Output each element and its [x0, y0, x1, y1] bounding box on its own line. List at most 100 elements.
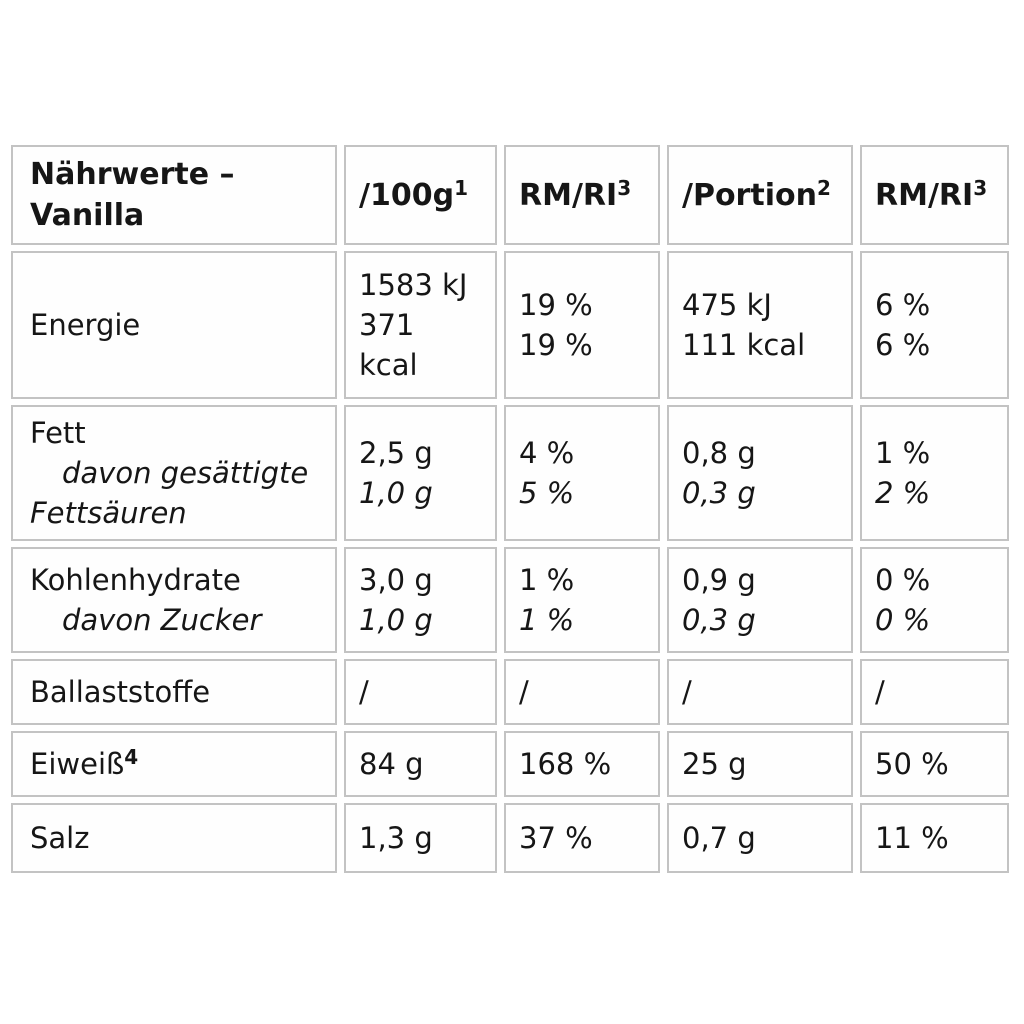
fett-rmportion: 1 % — [875, 436, 931, 470]
fett-sat-portion: 0,3 g — [682, 476, 756, 510]
table-title-line2: Vanilla — [30, 198, 145, 233]
energie-label-cell: Energie — [11, 251, 337, 399]
fett-rm100g-cell: 4 % 5 % — [504, 405, 660, 541]
eiweiss-rmportion: 50 % — [875, 747, 949, 781]
eiweiss-rm100g: 168 % — [519, 747, 612, 781]
row-ballaststoffe: Ballaststoffe / / / / — [11, 659, 1009, 725]
header-title-cell: Nährwerte – Vanilla — [11, 145, 337, 245]
footnote-marker-2: 2 — [816, 175, 831, 200]
header-rmportion-cell: RM/RI3 — [860, 145, 1009, 245]
fett-sublabel-line1: davon gesättigte — [62, 456, 309, 490]
kohlenhydrate-label-cell: Kohlenhydrate davon Zucker — [11, 547, 337, 653]
fett-per100g-cell: 2,5 g 1,0 g — [344, 405, 497, 541]
energie-portion-kcal: 111 kcal — [682, 328, 806, 362]
ballaststoffe-per100g-cell: / — [344, 659, 497, 725]
fett-portion: 0,8 g — [682, 436, 756, 470]
row-eiweiss: Eiweiß4 84 g 168 % 25 g 50 % — [11, 731, 1009, 797]
salz-rmportion: 11 % — [875, 821, 949, 855]
fett-sat-rmportion: 2 % — [875, 476, 931, 510]
salz-label: Salz — [30, 821, 90, 855]
ballaststoffe-portion-cell: / — [667, 659, 853, 725]
kohlenhydrate-rm100g-cell: 1 % 1 % — [504, 547, 660, 653]
salz-portion-cell: 0,7 g — [667, 803, 853, 873]
eiweiss-rm100g-cell: 168 % — [504, 731, 660, 797]
footnote-marker-3: 3 — [617, 175, 632, 200]
footnote-marker-3b: 3 — [973, 175, 988, 200]
header-row: Nährwerte – Vanilla /100g1 RM/RI3 /Porti… — [11, 145, 1009, 245]
salz-per100g: 1,3 g — [359, 821, 433, 855]
kohlenhydrate-per100g: 3,0 g — [359, 563, 433, 597]
salz-rm100g: 37 % — [519, 821, 593, 855]
eiweiss-portion-cell: 25 g — [667, 731, 853, 797]
eiweiss-label-cell: Eiweiß4 — [11, 731, 337, 797]
ballaststoffe-portion: / — [682, 675, 692, 709]
zucker-portion: 0,3 g — [682, 603, 756, 637]
fett-rm100g: 4 % — [519, 436, 575, 470]
header-per100g-label: /100g — [359, 177, 455, 213]
fett-sat-rm100g: 5 % — [519, 476, 575, 510]
footnote-marker-1: 1 — [454, 175, 468, 200]
fett-label: Fett — [30, 416, 86, 450]
kohlenhydrate-portion-cell: 0,9 g 0,3 g — [667, 547, 853, 653]
header-portion-cell: /Portion2 — [667, 145, 853, 245]
kohlenhydrate-per100g-cell: 3,0 g 1,0 g — [344, 547, 497, 653]
energie-rm100g-kj-pct: 19 % — [519, 288, 593, 322]
energie-per100g-kcal-unit: kcal — [359, 348, 418, 382]
ballaststoffe-rm100g: / — [519, 675, 529, 709]
row-salz: Salz 1,3 g 37 % 0,7 g 11 % — [11, 803, 1009, 873]
ballaststoffe-rmportion-cell: / — [860, 659, 1009, 725]
ballaststoffe-label-cell: Ballaststoffe — [11, 659, 337, 725]
table-title-line1: Nährwerte – — [30, 157, 235, 192]
eiweiss-per100g: 84 g — [359, 747, 424, 781]
eiweiss-portion: 25 g — [682, 747, 747, 781]
row-energie: Energie 1583 kJ 371 kcal 19 % 19 % 475 k… — [11, 251, 1009, 399]
kohlenhydrate-rmportion: 0 % — [875, 563, 931, 597]
kohlenhydrate-portion: 0,9 g — [682, 563, 756, 597]
zucker-rmportion: 0 % — [875, 603, 931, 637]
energie-label: Energie — [30, 308, 141, 342]
energie-per100g-kj: 1583 kJ — [359, 268, 468, 302]
eiweiss-per100g-cell: 84 g — [344, 731, 497, 797]
eiweiss-label: Eiweiß — [30, 747, 125, 781]
kohlenhydrate-rmportion-cell: 0 % 0 % — [860, 547, 1009, 653]
energie-per100g-cell: 1583 kJ 371 kcal — [344, 251, 497, 399]
zucker-per100g: 1,0 g — [359, 603, 433, 637]
ballaststoffe-label: Ballaststoffe — [30, 675, 211, 709]
header-per100g-cell: /100g1 — [344, 145, 497, 245]
footnote-marker-4: 4 — [124, 745, 139, 769]
fett-per100g: 2,5 g — [359, 436, 433, 470]
energie-rmportion-kcal-pct: 6 % — [875, 328, 931, 362]
energie-per100g-kcal-value: 371 — [359, 308, 415, 342]
ballaststoffe-rmportion: / — [875, 675, 885, 709]
salz-per100g-cell: 1,3 g — [344, 803, 497, 873]
ballaststoffe-per100g: / — [359, 675, 369, 709]
fett-portion-cell: 0,8 g 0,3 g — [667, 405, 853, 541]
header-rmportion-label: RM/RI — [875, 177, 974, 213]
kohlenhydrate-label: Kohlenhydrate — [30, 563, 241, 597]
energie-rm100g-kcal-pct: 19 % — [519, 328, 593, 362]
fett-rmportion-cell: 1 % 2 % — [860, 405, 1009, 541]
eiweiss-rmportion-cell: 50 % — [860, 731, 1009, 797]
salz-rm100g-cell: 37 % — [504, 803, 660, 873]
nutrition-label-sheet: Nährwerte – Vanilla /100g1 RM/RI3 /Porti… — [4, 139, 1016, 879]
energie-rmportion-kj-pct: 6 % — [875, 288, 931, 322]
row-kohlenhydrate: Kohlenhydrate davon Zucker 3,0 g 1,0 g 1… — [11, 547, 1009, 653]
salz-rmportion-cell: 11 % — [860, 803, 1009, 873]
zucker-sublabel: davon Zucker — [62, 603, 262, 637]
energie-rm100g-cell: 19 % 19 % — [504, 251, 660, 399]
fett-label-cell: Fett davon gesättigte Fettsäuren — [11, 405, 337, 541]
zucker-rm100g: 1 % — [519, 603, 575, 637]
row-fett: Fett davon gesättigte Fettsäuren 2,5 g 1… — [11, 405, 1009, 541]
fett-sublabel-line2: Fettsäuren — [30, 496, 187, 530]
header-rm100g-label: RM/RI — [519, 177, 618, 213]
kohlenhydrate-rm100g: 1 % — [519, 563, 575, 597]
energie-rmportion-cell: 6 % 6 % — [860, 251, 1009, 399]
energie-portion-kj: 475 kJ — [682, 288, 772, 322]
header-rm100g-cell: RM/RI3 — [504, 145, 660, 245]
header-portion-label: /Portion — [682, 177, 817, 213]
nutrition-table: Nährwerte – Vanilla /100g1 RM/RI3 /Porti… — [4, 139, 1016, 879]
energie-portion-cell: 475 kJ 111 kcal — [667, 251, 853, 399]
fett-sat-per100g: 1,0 g — [359, 476, 433, 510]
salz-portion: 0,7 g — [682, 821, 756, 855]
ballaststoffe-rm100g-cell: / — [504, 659, 660, 725]
